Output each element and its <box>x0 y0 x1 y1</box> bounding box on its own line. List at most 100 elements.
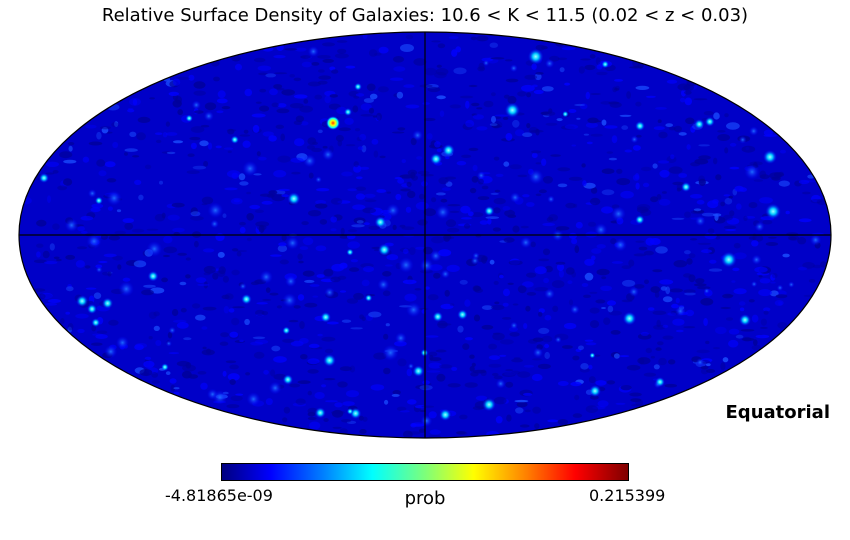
colorbar-unit-label: prob <box>404 488 446 509</box>
density-speckle <box>330 216 338 223</box>
density-speckle <box>820 261 827 268</box>
density-speckle <box>507 282 514 285</box>
density-speckle <box>568 232 578 239</box>
density-speckle <box>464 337 473 341</box>
density-speckle <box>289 383 301 388</box>
density-cluster <box>314 407 326 419</box>
density-speckle <box>778 301 783 306</box>
density-speckle <box>124 148 138 152</box>
density-speckle <box>664 383 677 388</box>
density-speckle <box>494 189 501 193</box>
density-speckle <box>440 198 448 203</box>
density-speckle <box>759 278 771 284</box>
density-speckle <box>709 259 717 264</box>
density-speckle <box>185 257 191 261</box>
density-speckle <box>456 161 467 166</box>
density-speckle <box>798 179 810 185</box>
density-speckle <box>706 369 716 373</box>
density-speckle <box>472 406 484 411</box>
density-speckle <box>222 370 227 377</box>
density-speckle <box>683 289 696 293</box>
density-speckle <box>585 342 597 346</box>
density-speckle <box>382 271 392 277</box>
density-speckle <box>395 193 402 201</box>
density-cluster <box>470 256 480 265</box>
density-speckle <box>725 294 734 297</box>
density-speckle <box>404 293 417 302</box>
density-speckle <box>254 339 269 344</box>
density-speckle <box>304 302 318 308</box>
density-speckle <box>243 129 249 134</box>
density-speckle <box>495 416 503 424</box>
density-cluster <box>675 305 686 317</box>
density-speckle <box>632 174 640 181</box>
density-speckle <box>225 360 237 364</box>
density-speckle <box>526 92 532 98</box>
density-speckle <box>777 322 788 329</box>
density-speckle <box>261 200 273 205</box>
density-speckle <box>634 284 645 289</box>
density-speckle <box>717 130 726 133</box>
density-speckle <box>103 253 117 258</box>
density-speckle <box>270 369 276 377</box>
density-speckle <box>163 235 173 244</box>
density-speckle <box>250 281 260 286</box>
density-speckle <box>481 324 494 330</box>
density-speckle <box>80 215 94 221</box>
density-speckle <box>217 251 225 258</box>
density-speckle <box>544 351 550 360</box>
density-speckle <box>479 220 489 225</box>
density-speckle <box>337 48 347 54</box>
density-speckle <box>480 369 487 377</box>
density-speckle <box>245 372 251 376</box>
density-speckle <box>451 49 458 57</box>
density-speckle <box>658 131 668 139</box>
density-speckle <box>405 34 414 40</box>
density-speckle <box>114 121 119 127</box>
density-speckle <box>738 301 746 306</box>
density-speckle <box>650 196 659 203</box>
density-speckle <box>689 238 698 241</box>
density-speckle <box>218 266 226 275</box>
density-speckle <box>307 81 321 87</box>
density-speckle <box>294 47 307 52</box>
density-speckle <box>392 131 405 134</box>
density-speckle <box>572 355 580 361</box>
density-speckle <box>424 67 437 76</box>
density-speckle <box>172 78 181 86</box>
density-speckle <box>325 400 338 403</box>
density-speckle <box>471 212 484 218</box>
density-speckle <box>364 193 376 198</box>
density-speckle <box>445 219 457 228</box>
density-speckle <box>49 243 55 251</box>
density-cluster <box>622 311 637 326</box>
density-speckle <box>688 253 696 259</box>
density-speckle <box>662 296 673 303</box>
density-speckle <box>352 204 366 210</box>
density-speckle <box>514 129 525 137</box>
density-speckle <box>720 362 726 371</box>
density-speckle <box>231 172 239 179</box>
density-speckle <box>492 227 501 232</box>
density-speckle <box>657 341 664 346</box>
density-speckle <box>557 167 571 172</box>
density-speckle <box>228 308 235 313</box>
density-speckle <box>341 419 352 423</box>
density-speckle <box>278 242 287 247</box>
density-speckle <box>335 134 344 142</box>
density-speckle <box>262 131 274 137</box>
density-speckle <box>314 94 323 100</box>
density-speckle <box>469 365 475 372</box>
density-speckle <box>397 127 406 131</box>
density-speckle <box>477 196 490 201</box>
density-speckle <box>671 217 685 220</box>
density-speckle <box>449 303 455 307</box>
density-speckle <box>652 163 658 169</box>
density-speckle <box>349 365 356 373</box>
density-speckle <box>460 205 471 214</box>
density-cluster <box>282 374 294 385</box>
density-speckle <box>542 248 551 256</box>
density-speckle <box>233 199 241 203</box>
density-speckle <box>535 193 542 197</box>
density-speckle <box>229 364 239 370</box>
